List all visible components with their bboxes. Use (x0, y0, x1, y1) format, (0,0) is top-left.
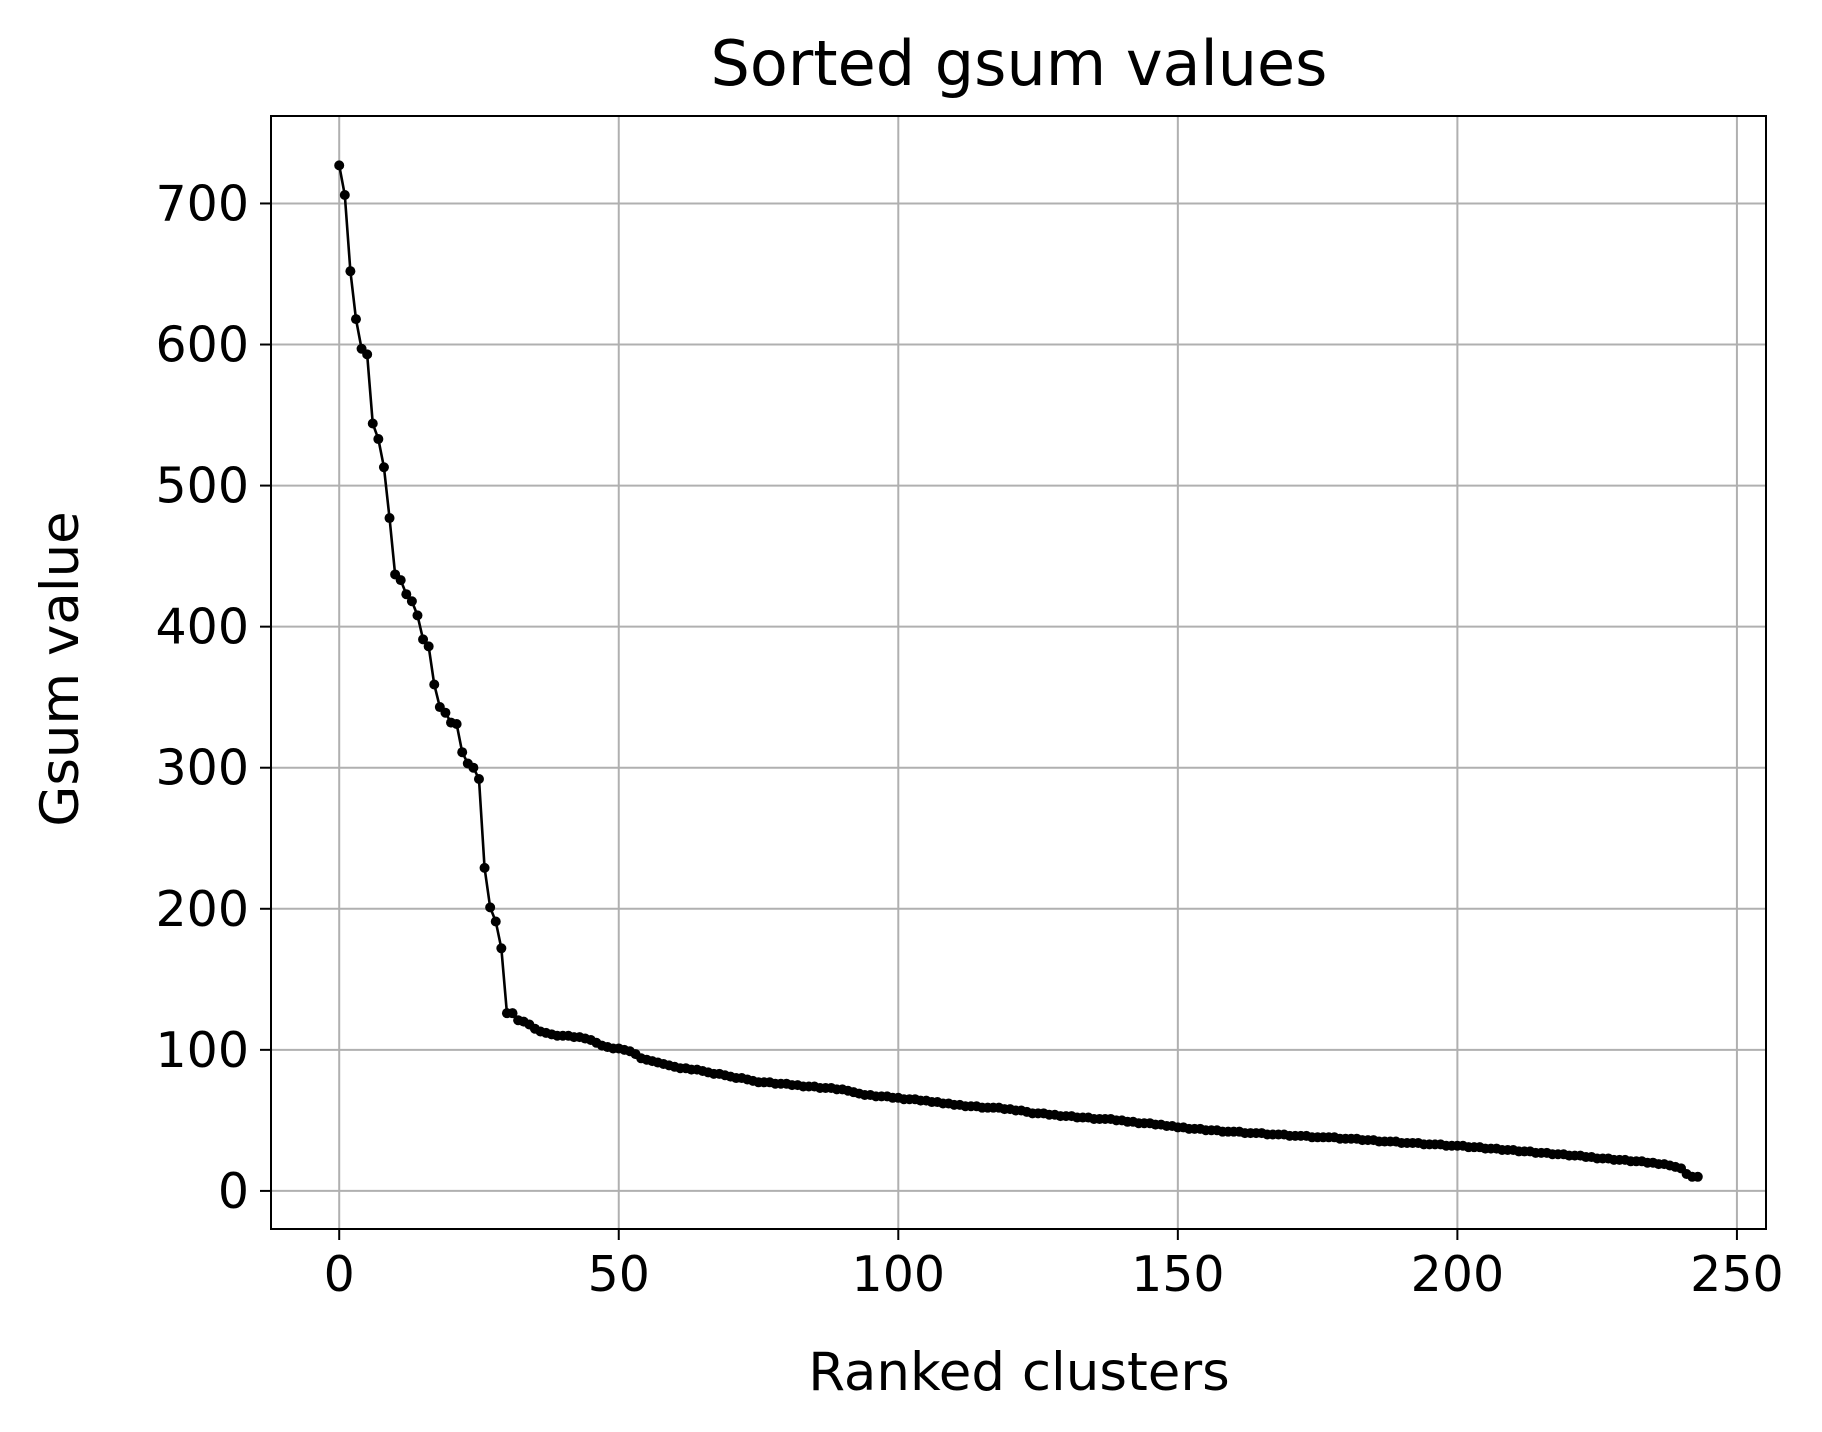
data-point (418, 634, 429, 645)
data-point (423, 641, 434, 652)
x-axis-ticks: 0 50 100 150 200 250 (324, 1229, 1784, 1303)
data-point (507, 1008, 518, 1019)
data-point (451, 718, 462, 729)
data-point (401, 589, 412, 600)
data-point (473, 774, 484, 784)
y-tick-label: 300 (155, 740, 249, 797)
data-point (362, 349, 373, 360)
plot-frame (270, 115, 1767, 1230)
y-tick-label: 400 (155, 599, 249, 656)
data-point (378, 462, 389, 473)
x-tick-label: 0 (324, 1246, 355, 1303)
data-point (350, 314, 361, 325)
data-point (395, 575, 406, 586)
x-tick-label: 250 (1690, 1246, 1784, 1303)
x-axis-label: Ranked clusters (808, 1342, 1230, 1403)
data-point (412, 610, 423, 621)
data-point (345, 266, 356, 277)
data-point (485, 902, 496, 913)
y-tick-label: 100 (155, 1022, 249, 1079)
data-point (490, 916, 501, 927)
data-point (339, 190, 350, 200)
data-point (457, 747, 468, 758)
data-point (384, 513, 395, 524)
y-tick-label: 200 (155, 881, 249, 938)
data-point (496, 943, 507, 954)
data-point (1692, 1171, 1703, 1182)
y-tick-label: 500 (155, 458, 249, 515)
y-tick-label: 0 (218, 1163, 249, 1220)
chart-title: Sorted gsum values (710, 27, 1327, 100)
grid-lines (271, 116, 1766, 1229)
y-tick-label: 700 (155, 175, 249, 232)
y-axis-ticks: 0 100 200 300 400 500 600 700 (155, 175, 271, 1220)
data-point (440, 707, 451, 718)
data-point (479, 862, 490, 873)
data-point (367, 418, 378, 429)
data-point (373, 434, 384, 445)
data-point (468, 762, 479, 773)
data-point (406, 596, 417, 607)
x-tick-label: 50 (588, 1246, 650, 1303)
data-point (334, 160, 345, 171)
y-axis-label: Gsum value (30, 511, 91, 827)
x-tick-label: 150 (1131, 1246, 1225, 1303)
data-point (429, 679, 440, 690)
y-tick-label: 600 (155, 317, 249, 374)
x-tick-label: 100 (852, 1246, 946, 1303)
x-tick-label: 200 (1411, 1246, 1505, 1303)
series-layer (334, 160, 1703, 1182)
